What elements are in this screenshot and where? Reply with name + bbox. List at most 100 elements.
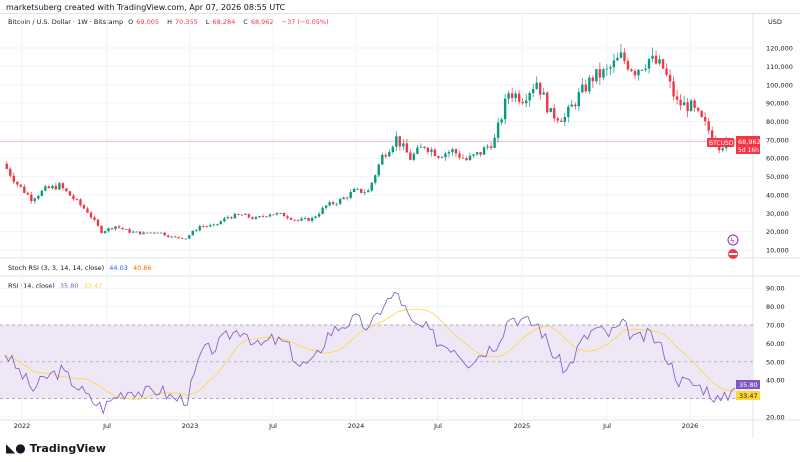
candle-body [507, 93, 510, 99]
candle-body [272, 214, 275, 216]
candle-body [317, 213, 321, 217]
symbol-title[interactable]: Bitcoin / U.S. Dollar · 1W · Bitstamp [8, 18, 124, 26]
candle-body [374, 175, 377, 183]
candle-body [219, 221, 223, 225]
candle-body [254, 217, 258, 219]
tradingview-logo[interactable]: ◣● TradingView [6, 441, 106, 455]
credit-text: marketsuberg created with TradingView.co… [6, 3, 286, 12]
candle-body [303, 217, 307, 219]
price-tick-label: 70,000 [766, 136, 789, 144]
candle-body [226, 217, 230, 219]
candle-body [482, 147, 486, 155]
candle-body [72, 195, 75, 200]
rsi-ma-tag: 33.47 [739, 392, 758, 400]
rsi-tick-label: 80.00 [766, 303, 785, 311]
candle-body [574, 104, 577, 107]
price-tick-label: 10,000 [766, 247, 789, 255]
candle-body [19, 184, 22, 187]
candle-body [444, 153, 447, 158]
candle-body [258, 216, 261, 218]
candle-body [65, 188, 68, 192]
candle-body [142, 232, 145, 235]
ohlc-open: O 69,005 [128, 18, 160, 26]
rsi-tick-label: 90.00 [766, 285, 785, 293]
candle-body [240, 214, 244, 216]
candle-body [672, 81, 675, 97]
candle-body [159, 232, 163, 234]
candle-body [131, 231, 135, 233]
candle-body [188, 235, 191, 239]
price-tag-countdown: 5d 16h [738, 147, 759, 154]
candle-body [349, 192, 352, 198]
candle-body [209, 225, 212, 227]
candle-body [689, 100, 693, 112]
rsi-tick-label: 20.00 [766, 414, 785, 422]
candle-body [496, 122, 500, 138]
candle-body [237, 213, 240, 215]
candle-body [54, 185, 58, 190]
candle-body [279, 212, 282, 214]
chart-frame [0, 13, 800, 438]
rsi-ma-line [4, 308, 736, 400]
candle-body [651, 55, 654, 59]
candle-body [124, 228, 128, 230]
candle-body [693, 100, 696, 108]
candle-body [93, 217, 96, 220]
time-tick-label: 2023 [182, 422, 199, 430]
candle-body [514, 93, 517, 99]
candle-body [703, 117, 707, 122]
ohlc-high: H 70,355 [167, 18, 198, 26]
candle-body [51, 185, 54, 189]
candle-body [37, 195, 40, 199]
rsi-tick-label: 50.00 [766, 358, 785, 366]
lightning-glyph: ϟ [730, 237, 735, 245]
stoch-label[interactable]: Stoch RSI (3, 3, 14, 14, close) [8, 264, 105, 272]
rsi-legend: RSI (14, close) 35.80 33.47 [8, 282, 105, 290]
rsi-tick-label: 70.00 [766, 322, 785, 330]
candle-body [230, 217, 233, 219]
price-tag-price: 68,962 [738, 138, 761, 146]
lightning-icon[interactable] [727, 234, 739, 246]
price-tag: BTCUSD 68,962 5d 16h [707, 136, 761, 154]
rsi-label[interactable]: RSI (14, close) [8, 282, 55, 290]
candle-body [398, 136, 402, 147]
candle-body [707, 121, 710, 131]
ohlc-low: L 68,284 [205, 18, 236, 26]
candle-body [152, 232, 156, 234]
candle-body [223, 218, 226, 222]
stoch-legend: Stoch RSI (3, 3, 14, 14, close) 44.03 40… [8, 264, 155, 272]
candle-body [405, 143, 409, 153]
candle-body [531, 89, 535, 93]
candle-body [500, 119, 503, 123]
time-tick-label: 2026 [682, 422, 699, 430]
candle-body [665, 68, 668, 75]
candle-body [595, 69, 598, 82]
candle-body [293, 219, 296, 221]
candle-body [433, 149, 437, 157]
candle-body [47, 186, 51, 189]
rsi-value: 35.80 [59, 282, 79, 290]
candle-body [110, 228, 114, 230]
candle-body [524, 100, 528, 104]
ohlc-change: −37 (−0.05%) [281, 18, 329, 26]
candle-body [553, 107, 556, 119]
candle-body [61, 183, 65, 189]
candle-body [542, 92, 545, 95]
candle-body [149, 232, 152, 234]
candle-body [416, 147, 419, 154]
candle-body [205, 226, 209, 228]
candle-body [475, 152, 479, 155]
time-tick-label: Jul [102, 422, 111, 430]
candle-body [640, 69, 644, 71]
candle-body [637, 69, 640, 76]
candle-body [163, 232, 166, 236]
price-tick-label: 30,000 [766, 210, 789, 218]
candle-body [700, 110, 703, 118]
candle-body [381, 154, 384, 165]
candle-body [247, 214, 251, 218]
candle-body [30, 194, 33, 202]
candle-body [426, 147, 430, 152]
candle-body [503, 98, 507, 120]
tv-logo-icon: ◣● [6, 441, 26, 455]
